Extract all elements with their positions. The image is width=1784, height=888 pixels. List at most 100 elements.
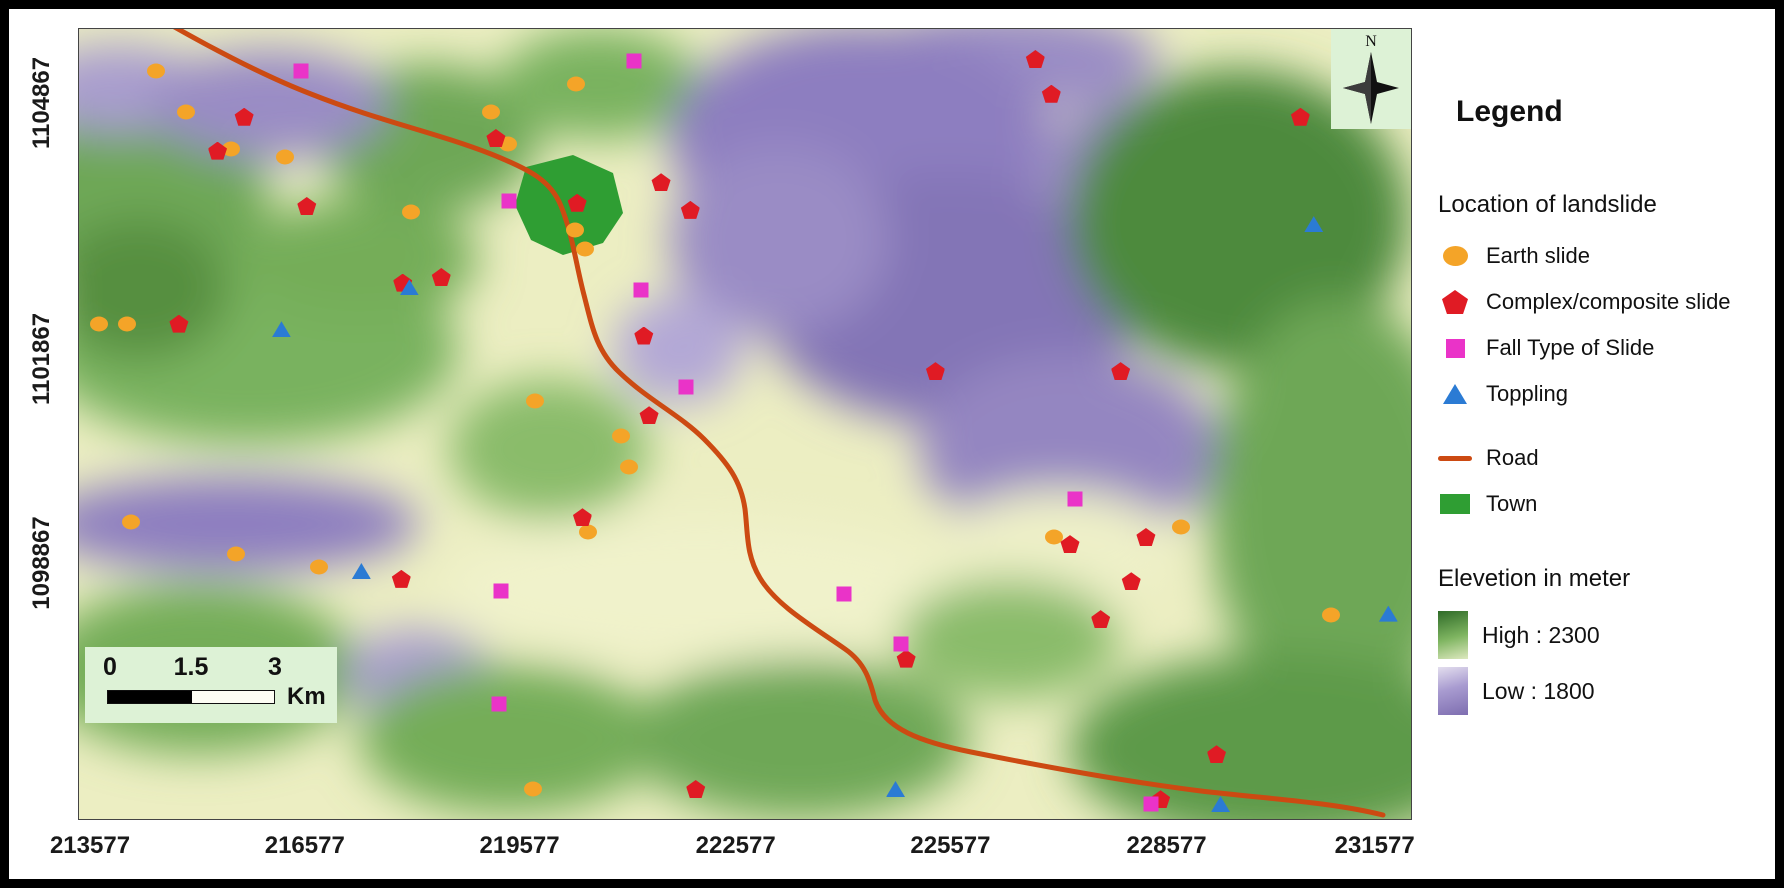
elevation-high-swatch [1438, 611, 1468, 659]
marker-complex-slide [925, 362, 945, 381]
town-label: Town [1486, 491, 1538, 516]
legend-item-toppling: Toppling [1438, 377, 1778, 411]
scale-bar: 0 1.5 3 Km [85, 647, 337, 723]
marker-complex-slide [634, 326, 654, 345]
marker-earth-slide [525, 393, 544, 409]
earth-slide-swatch [1442, 246, 1468, 266]
marker-complex-slide [391, 569, 411, 588]
marker-fall-slide [501, 193, 517, 209]
marker-complex-slide [486, 129, 506, 148]
scale-label-max: 3 [268, 653, 282, 681]
marker-complex-slide [1091, 610, 1111, 629]
x-axis-label: 213577 [49, 832, 131, 859]
marker-fall-slide [493, 583, 509, 599]
road-swatch [1438, 455, 1472, 461]
marker-fall-slide [626, 53, 642, 69]
y-axis-label: 1101867 [28, 312, 55, 406]
marker-complex-slide [169, 314, 189, 333]
marker-fall-slide [1067, 491, 1083, 507]
legend-item-earth-slide: Earth slide [1438, 239, 1778, 273]
marker-earth-slide [89, 316, 108, 332]
marker-earth-slide [1322, 607, 1341, 623]
marker-complex-slide [1136, 527, 1156, 546]
marker-earth-slide [524, 781, 543, 797]
marker-earth-slide [117, 316, 136, 332]
marker-complex-slide [1041, 84, 1061, 103]
toppling-swatch [1443, 384, 1467, 404]
marker-toppling [1211, 795, 1231, 812]
marker-earth-slide [221, 141, 240, 157]
x-axis-label: 225577 [910, 832, 991, 859]
x-axis-label: 222577 [695, 832, 776, 859]
marker-earth-slide [309, 559, 328, 575]
legend-item-town: Town [1438, 487, 1778, 521]
scale-label-mid: 1.5 [173, 653, 209, 681]
marker-toppling [351, 562, 371, 579]
scale-unit: Km [287, 683, 326, 710]
marker-complex-slide [1121, 572, 1141, 591]
legend-item-fall-slide: Fall Type of Slide [1438, 331, 1778, 365]
x-axis-label: 219577 [479, 832, 560, 859]
north-arrow: N [1331, 29, 1411, 129]
marker-earth-slide [578, 524, 597, 540]
marker-complex-slide [567, 193, 587, 212]
x-axis: 213577 216577 219577 222577 225577 228577 2315… [50, 826, 1415, 872]
town-swatch [1440, 494, 1470, 514]
marker-fall-slide [678, 379, 694, 395]
fall-slide-label: Fall Type of Slide [1486, 335, 1655, 360]
legend-item-road: Road [1438, 441, 1778, 475]
north-label: N [1365, 33, 1377, 50]
marker-fall-slide [633, 282, 649, 298]
y-axis-label: 1098867 [28, 515, 55, 610]
marker-fall-slide [1143, 796, 1159, 812]
marker-earth-slide [481, 104, 500, 120]
toppling-label: Toppling [1486, 381, 1568, 406]
marker-toppling [1304, 216, 1324, 233]
marker-earth-slide [612, 428, 631, 444]
marker-fall-slide [893, 636, 909, 652]
x-axis-label: 228577 [1126, 832, 1207, 859]
marker-earth-slide [401, 204, 420, 220]
marker-earth-slide [1045, 529, 1064, 545]
scale-bar-black-segment [108, 691, 191, 703]
scale-bar-graphic [107, 690, 275, 704]
marker-earth-slide [227, 546, 246, 562]
marker-complex-slide [297, 196, 317, 215]
legend-item-complex-slide: Complex/composite slide [1438, 285, 1778, 319]
scale-label-0: 0 [103, 653, 117, 681]
marker-complex-slide [1207, 745, 1227, 764]
road-label: Road [1486, 445, 1539, 470]
marker-complex-slide [680, 200, 700, 219]
marker-earth-slide [566, 76, 585, 92]
x-axis-label: 216577 [264, 832, 345, 859]
markers-layer [79, 29, 1411, 819]
earth-slide-label: Earth slide [1486, 243, 1590, 268]
marker-toppling [1378, 605, 1398, 622]
marker-earth-slide [565, 222, 584, 238]
y-axis: 1104867 1101867 1098867 [15, 28, 69, 820]
marker-fall-slide [836, 586, 852, 602]
marker-complex-slide [431, 268, 451, 287]
marker-complex-slide [208, 141, 228, 160]
marker-complex-slide [639, 406, 659, 425]
y-axis-label: 1104867 [28, 57, 55, 150]
marker-fall-slide [491, 696, 507, 712]
x-axis-label: 231577 [1334, 832, 1415, 859]
legend-panel: Legend Location of landslide Earth slide… [1438, 95, 1778, 723]
elevation-high-label: High : 2300 [1482, 621, 1600, 648]
marker-complex-slide [1060, 535, 1080, 554]
marker-complex-slide [1025, 50, 1045, 69]
compass-star-icon [1343, 52, 1399, 124]
complex-slide-swatch [1442, 290, 1468, 314]
marker-earth-slide [121, 514, 140, 530]
marker-complex-slide [234, 107, 254, 126]
marker-toppling [886, 780, 906, 797]
scale-bar-white-segment [191, 691, 274, 703]
road-line [172, 29, 1386, 818]
marker-complex-slide [572, 508, 592, 527]
marker-fall-slide [293, 63, 309, 79]
marker-earth-slide [147, 63, 166, 79]
legend-title: Legend [1456, 95, 1563, 128]
fall-slide-swatch [1445, 338, 1465, 358]
